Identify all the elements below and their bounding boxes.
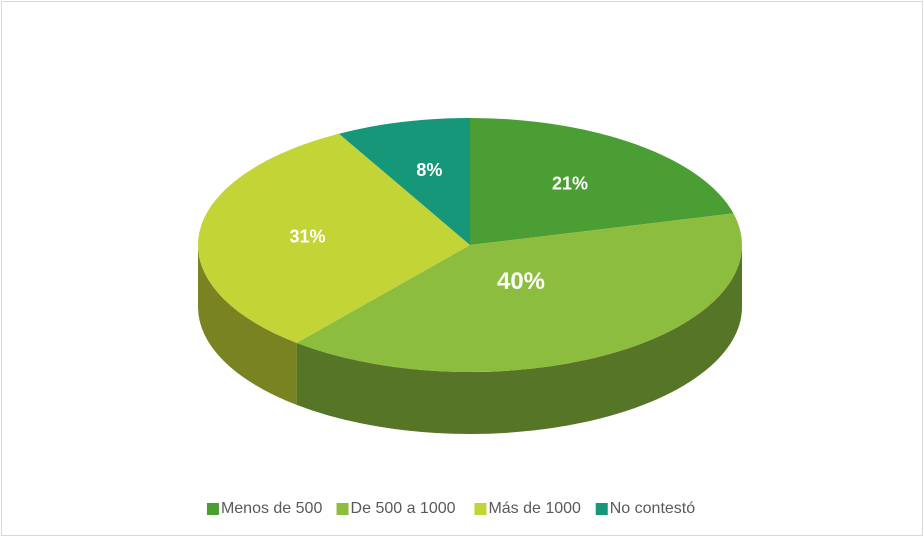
data-label: 31% xyxy=(290,227,326,247)
legend-label: Menos de 500 xyxy=(221,500,323,517)
legend-swatch xyxy=(336,503,349,515)
slice xyxy=(338,118,470,245)
slice xyxy=(470,118,734,245)
slice-side xyxy=(296,245,742,434)
legend-label: Más de 1000 xyxy=(488,500,581,517)
legend-swatch xyxy=(474,503,487,515)
slice xyxy=(296,213,742,372)
data-label: 21% xyxy=(552,174,588,194)
slice xyxy=(197,133,470,343)
legend-swatch xyxy=(595,503,608,515)
legend-swatch xyxy=(206,503,219,515)
data-label: 40% xyxy=(497,268,545,295)
slice-side xyxy=(198,245,297,405)
data-label: 8% xyxy=(416,160,442,180)
legend-label: De 500 a 1000 xyxy=(351,500,456,517)
legend-label: No contestó xyxy=(610,500,695,517)
